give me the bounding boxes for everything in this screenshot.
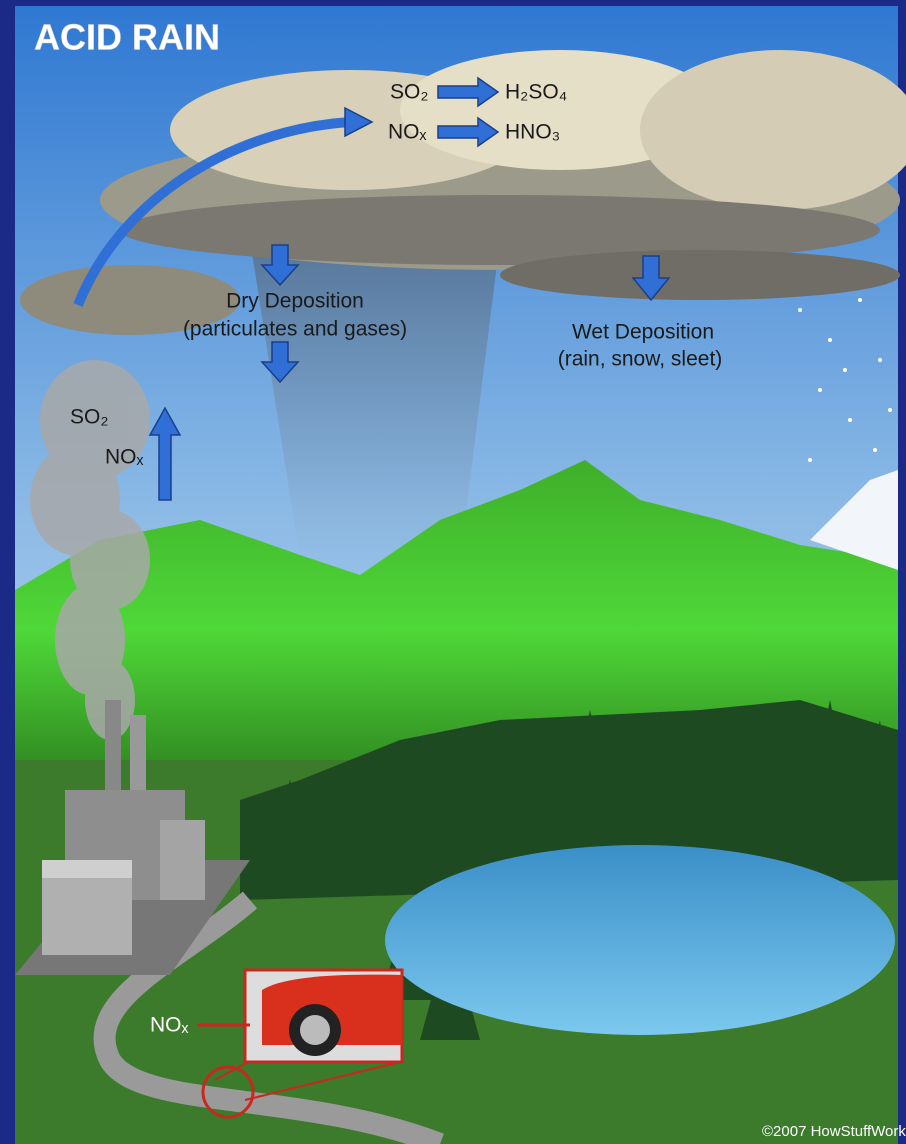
emission: SO₂ bbox=[70, 406, 109, 429]
emission: NOₓ bbox=[105, 446, 144, 469]
deposition-label: Dry Deposition bbox=[226, 290, 364, 313]
lake bbox=[385, 845, 895, 1035]
arrows bbox=[73, 76, 671, 501]
title: ACID RAIN bbox=[34, 17, 220, 58]
product: H₂SO₄ bbox=[505, 81, 567, 104]
factory bbox=[42, 700, 205, 955]
deposition-detail: (particulates and gases) bbox=[183, 318, 407, 341]
product: HNO₃ bbox=[505, 121, 560, 144]
reactant: NOₓ bbox=[388, 121, 427, 144]
snowy-peak bbox=[810, 470, 898, 570]
vehicle-emission: NOₓ bbox=[150, 1014, 189, 1037]
rain bbox=[250, 240, 500, 560]
deposition-detail: (rain, snow, sleet) bbox=[558, 348, 723, 371]
smoke bbox=[30, 360, 150, 740]
deposition-label: Wet Deposition bbox=[572, 321, 714, 344]
credit: ©2007 HowStuffWorks bbox=[762, 1123, 906, 1140]
reactant: SO₂ bbox=[390, 81, 429, 104]
snow bbox=[798, 298, 892, 462]
car-inset bbox=[198, 968, 404, 1119]
forest bbox=[240, 700, 898, 1040]
